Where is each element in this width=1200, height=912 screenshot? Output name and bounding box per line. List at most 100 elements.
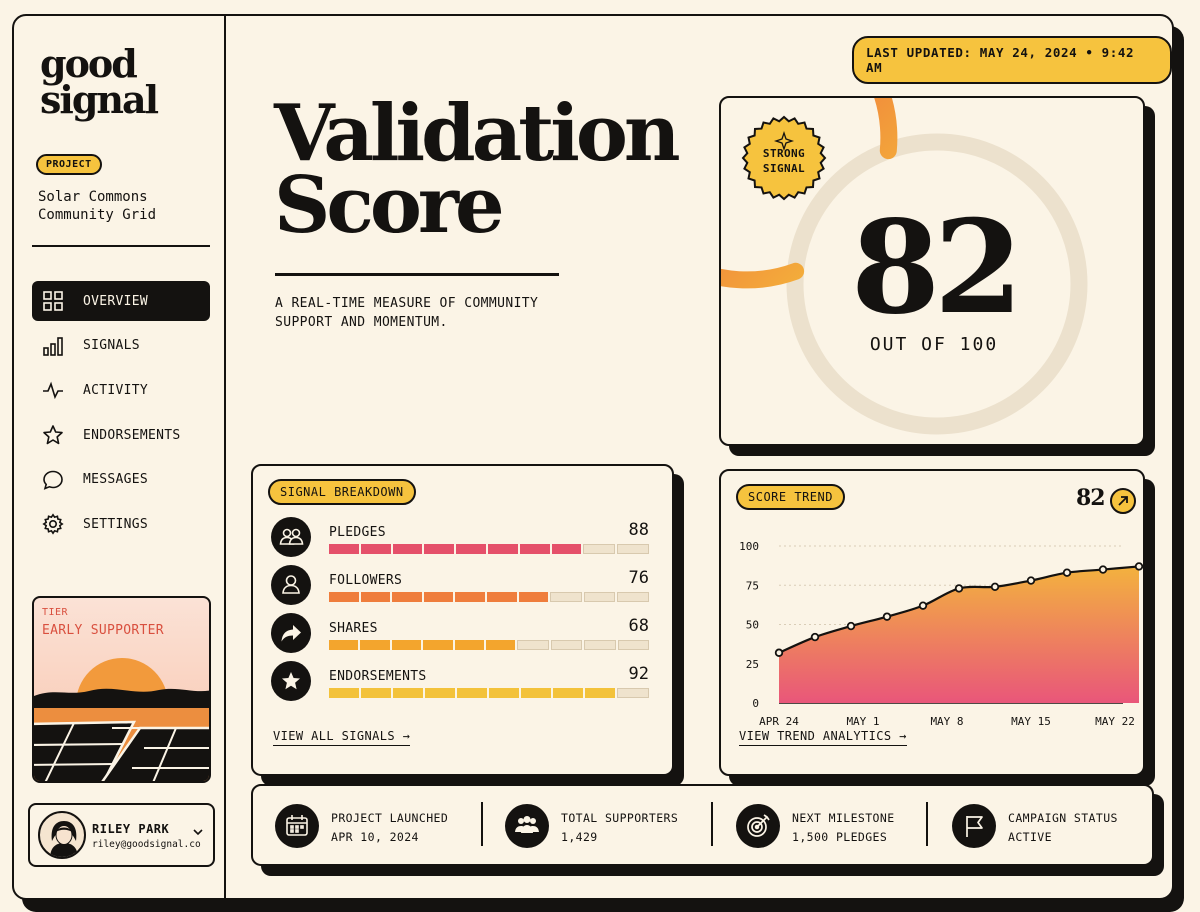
signal-row-pledges[interactable]: PLEDGES 88 xyxy=(271,517,649,559)
signal-label: ENDORSEMENTS xyxy=(329,669,427,684)
progress-segment xyxy=(518,592,549,602)
x-tick-label: MAY 15 xyxy=(1011,715,1051,728)
view-all-signals-link[interactable]: VIEW ALL SIGNALS → xyxy=(273,729,411,746)
user-profile-menu[interactable]: RILEY PARK riley@goodsignal.co xyxy=(28,803,215,867)
trend-point[interactable] xyxy=(882,612,892,621)
signal-value: 88 xyxy=(628,520,649,540)
progress-segment xyxy=(489,688,519,698)
nav-label: ENDORSEMENTS xyxy=(83,427,181,443)
stat-value: 1,500 PLEDGES xyxy=(792,830,888,844)
nav-label: SETTINGS xyxy=(83,516,149,532)
tier-name: EARLY SUPPORTER xyxy=(42,623,164,638)
progress-segment xyxy=(329,688,359,698)
trend-point[interactable] xyxy=(1134,562,1144,571)
y-tick-label: 25 xyxy=(746,658,759,671)
stat-value: APR 10, 2024 xyxy=(331,830,419,844)
signal-row-followers[interactable]: FOLLOWERS 76 xyxy=(271,565,649,607)
score-max-label: OUT OF 100 xyxy=(869,334,999,355)
nav-item-activity[interactable]: ACTIVITY xyxy=(32,370,210,410)
progress-segment xyxy=(584,640,616,650)
sidebar-nav: OVERVIEW SIGNALS ACTIVITY ENDORSEMENTS xyxy=(32,281,210,549)
nav-label: MESSAGES xyxy=(83,472,149,488)
signal-row-endorsements[interactable]: ENDORSEMENTS 92 xyxy=(271,661,649,703)
user-email: riley@goodsignal.co xyxy=(92,839,201,850)
progress-segment xyxy=(424,544,455,554)
stat-label: PROJECT LAUNCHED xyxy=(331,811,449,825)
project-tag: PROJECT xyxy=(36,154,102,175)
progress-segment xyxy=(583,544,616,554)
tier-label: TIER xyxy=(42,607,69,618)
pulse-icon xyxy=(42,379,64,401)
nav-label: SIGNALS xyxy=(83,338,140,354)
progress-segment xyxy=(457,688,487,698)
signal-progress-bar xyxy=(329,544,649,554)
progress-segment xyxy=(583,592,616,602)
trend-point[interactable] xyxy=(990,582,1000,592)
y-tick-label: 75 xyxy=(746,579,759,592)
star-icon xyxy=(271,661,311,701)
star-icon xyxy=(42,424,64,446)
section-title: SIGNAL BREAKDOWN xyxy=(268,479,416,505)
progress-segment xyxy=(617,640,650,650)
stat-divider xyxy=(926,802,928,846)
nav-item-settings[interactable]: SETTINGS xyxy=(32,504,210,544)
nav-item-signals[interactable]: SIGNALS xyxy=(32,326,210,366)
nav-item-endorsements[interactable]: ENDORSEMENTS xyxy=(32,415,210,455)
people-icon xyxy=(505,804,549,848)
y-tick-label: 50 xyxy=(746,619,759,632)
trend-point[interactable] xyxy=(918,601,928,610)
progress-segment xyxy=(455,592,485,602)
strong-signal-badge: STRONG SIGNAL xyxy=(762,147,806,175)
project-name: Solar Commons Community Grid xyxy=(38,189,157,223)
progress-segment xyxy=(329,592,359,602)
view-trend-analytics-link[interactable]: VIEW TREND ANALYTICS → xyxy=(739,729,907,746)
stat-divider xyxy=(481,802,483,846)
user-name: RILEY PARK xyxy=(92,822,170,836)
validation-score-card: STRONG SIGNAL 82 OUT OF 100 xyxy=(719,96,1145,446)
progress-segment xyxy=(550,592,582,602)
progress-segment xyxy=(551,544,582,554)
trend-point[interactable] xyxy=(1098,565,1108,574)
calendar-icon xyxy=(275,804,319,848)
progress-segment xyxy=(393,688,423,698)
sidebar-divider xyxy=(32,245,210,247)
stat-divider xyxy=(711,802,713,846)
nav-item-overview[interactable]: OVERVIEW xyxy=(32,281,210,321)
y-tick-label: 0 xyxy=(752,697,759,710)
stat-label: NEXT MILESTONE xyxy=(792,811,895,825)
progress-segment xyxy=(487,544,518,554)
score-trend-card: SCORE TREND 82 0 25 50 75 100 APR 24 MAY 1 MAY … xyxy=(719,469,1145,776)
gear-icon xyxy=(42,513,64,536)
trend-point[interactable] xyxy=(954,584,964,593)
share-arrow-icon xyxy=(271,613,311,653)
progress-segment xyxy=(521,688,551,698)
trend-point[interactable] xyxy=(774,648,784,657)
trend-point[interactable] xyxy=(846,621,856,631)
progress-segment xyxy=(329,544,359,554)
target-icon xyxy=(736,804,780,848)
score-value: 82 xyxy=(850,193,1023,343)
tier-card[interactable]: TIER EARLY SUPPORTER xyxy=(32,596,211,783)
signal-label: FOLLOWERS xyxy=(329,573,403,588)
progress-segment xyxy=(519,544,550,554)
trend-point[interactable] xyxy=(1062,568,1072,577)
progress-segment xyxy=(360,544,391,554)
trend-point[interactable] xyxy=(810,632,820,642)
nav-item-messages[interactable]: MESSAGES xyxy=(32,460,210,500)
sidebar: good signal PROJECT Solar Commons Commun… xyxy=(14,16,226,898)
trend-point[interactable] xyxy=(1026,576,1036,585)
progress-segment xyxy=(617,688,649,698)
progress-segment xyxy=(553,688,583,698)
chevron-down-icon xyxy=(193,829,203,836)
nav-label: OVERVIEW xyxy=(83,293,149,309)
signal-row-shares[interactable]: SHARES 68 xyxy=(271,613,650,655)
page-title: Validation Score xyxy=(274,88,681,251)
arrow-up-right-icon[interactable] xyxy=(1110,488,1136,514)
last-updated-badge: LAST UPDATED: MAY 24, 2024 • 9:42 AM xyxy=(852,36,1172,84)
x-tick-label: MAY 1 xyxy=(846,715,879,728)
signal-value: 76 xyxy=(628,568,649,588)
stat-value: ACTIVE xyxy=(1008,830,1052,844)
progress-segment xyxy=(486,592,517,602)
strong-signal-seal xyxy=(741,115,827,201)
brand-logo[interactable]: good signal xyxy=(40,41,159,122)
